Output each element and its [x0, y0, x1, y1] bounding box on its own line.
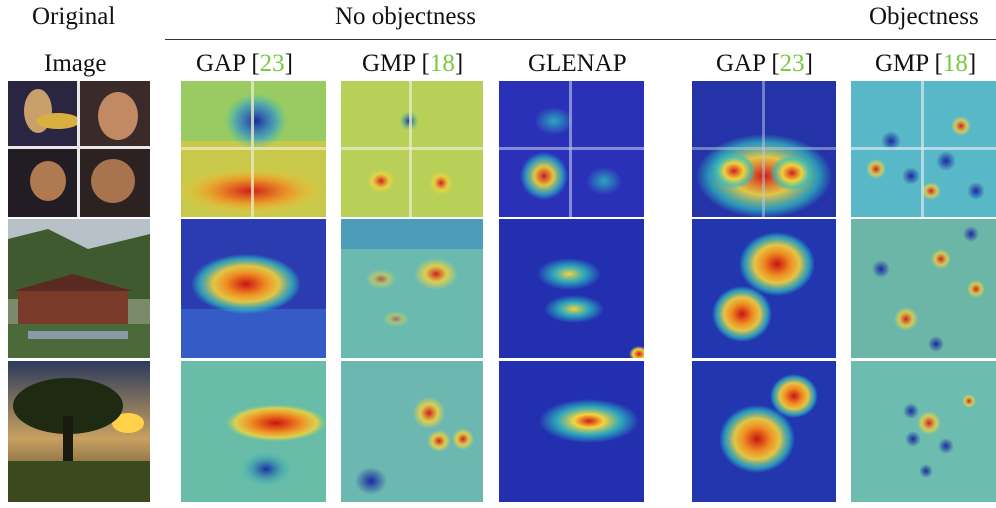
citation-ref: 18 [942, 50, 968, 77]
heatmap-gmp-sunset-tree [341, 361, 483, 502]
method-name: GAP [716, 50, 766, 77]
group-objectness: Objectness [869, 3, 979, 30]
method-gmp: GMP [18] [362, 50, 464, 77]
method-gmp-objectness: GMP [18] [875, 50, 977, 77]
citation-ref: 23 [259, 50, 285, 77]
heatmap-gap-collage [181, 81, 326, 217]
method-name: GMP [875, 50, 929, 77]
heatmap-glenap-collage [499, 81, 644, 217]
method-name: GAP [196, 50, 246, 77]
heatmap-gmp-objectness-sunset-tree [851, 361, 996, 502]
original-image-pagoda-landscape [8, 219, 150, 358]
header-original: Original [32, 3, 116, 30]
original-image-collage [8, 81, 150, 217]
heatmap-gap-objectness-collage [692, 81, 836, 217]
method-gap-objectness: GAP [23] [716, 50, 813, 77]
heatmap-glenap-pagoda-landscape [499, 219, 644, 358]
citation-ref: 23 [779, 50, 805, 77]
citation-ref: 18 [429, 50, 455, 77]
heatmap-gmp-objectness-collage [851, 81, 996, 217]
heatmap-gap-sunset-tree [181, 361, 326, 502]
group-divider-line [165, 39, 996, 40]
header-image: Image [44, 50, 107, 77]
heatmap-gap-pagoda-landscape [181, 219, 326, 358]
method-gap: GAP [23] [196, 50, 293, 77]
original-image-sunset-tree [8, 361, 150, 502]
heatmap-gap-objectness-sunset-tree [692, 361, 836, 502]
heatmap-gap-objectness-pagoda-landscape [692, 219, 836, 358]
heatmap-glenap-sunset-tree [499, 361, 644, 502]
group-no-objectness: No objectness [335, 3, 476, 30]
heatmap-gmp-objectness-pagoda-landscape [851, 219, 996, 358]
method-name: GMP [362, 50, 416, 77]
heatmap-gmp-pagoda-landscape [341, 219, 483, 358]
heatmap-gmp-collage [341, 81, 483, 217]
method-glenap: GLENAP [528, 50, 627, 77]
